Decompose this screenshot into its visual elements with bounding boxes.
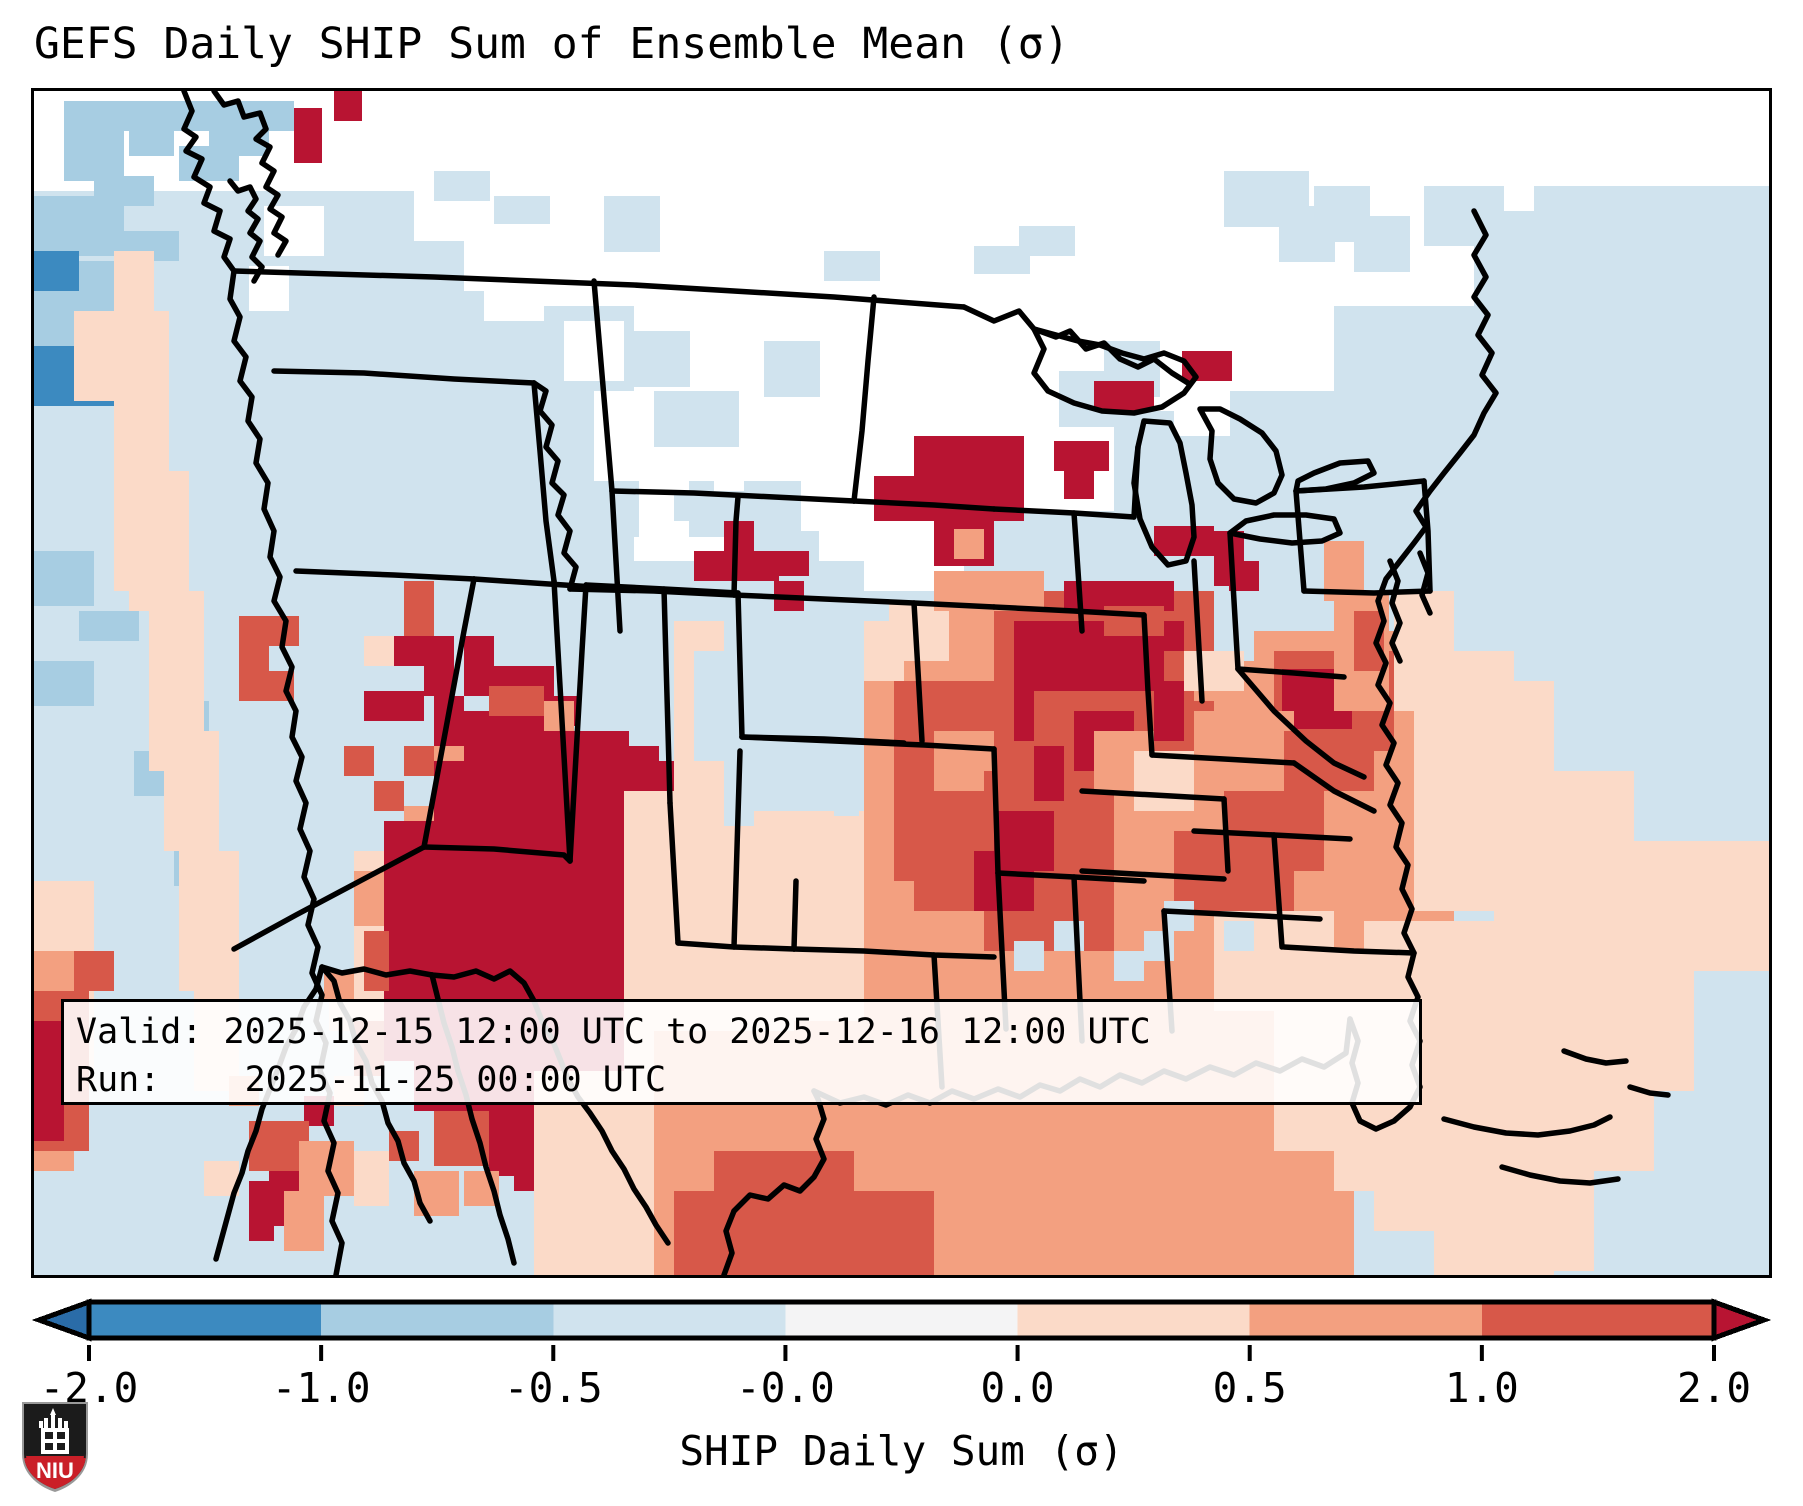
colorbar-segment [1481,1302,1714,1338]
colorbar-tick-label: 2.0 [1676,1364,1752,1412]
map-panel: Valid: 2025-12-15 12:00 UTC to 2025-12-1… [31,88,1772,1278]
colorbar-segment [785,1302,1018,1338]
map-clip [34,91,1769,1275]
colorbar-tick-label: 0.0 [980,1364,1055,1412]
colorbar-segment [553,1302,786,1338]
colorbar-ticks [87,1345,1716,1361]
colorbar-segment [321,1302,554,1338]
page-title: GEFS Daily SHIP Sum of Ensemble Mean (σ) [34,19,1070,69]
colorbar [31,1297,1772,1343]
colorbar-tick-label: -0.5 [503,1364,603,1412]
niu-logo: NIU [22,1402,88,1492]
colorbar-segment [1017,1302,1250,1338]
colorbar-axis-label: SHIP Daily Sum (σ) [679,1427,1124,1475]
colorbar-tick-label: 1.0 [1444,1364,1519,1412]
colorbar-tick-label: -1.0 [271,1364,371,1412]
run-time-line: Run: 2025-11-25 00:00 UTC [76,1060,667,1100]
colorbar-gradient [31,1298,1772,1342]
niu-logo-text: NIU [36,1458,74,1483]
colorbar-tick-labels: -2.0 -1.0 -0.5 -0.0 0.0 0.5 1.0 2.0 [0,1362,1803,1418]
valid-time-line: Valid: 2025-12-15 12:00 UTC to 2025-12-1… [76,1012,1151,1052]
colorbar-segment [1249,1302,1482,1338]
ship-anomaly-heatmap [34,91,1769,1275]
colorbar-tick-label: 0.5 [1212,1364,1287,1412]
colorbar-tick-label: -0.0 [736,1364,835,1412]
valid-time-annotation-box: Valid: 2025-12-15 12:00 UTC to 2025-12-1… [61,999,1422,1105]
colorbar-segment [89,1302,322,1338]
